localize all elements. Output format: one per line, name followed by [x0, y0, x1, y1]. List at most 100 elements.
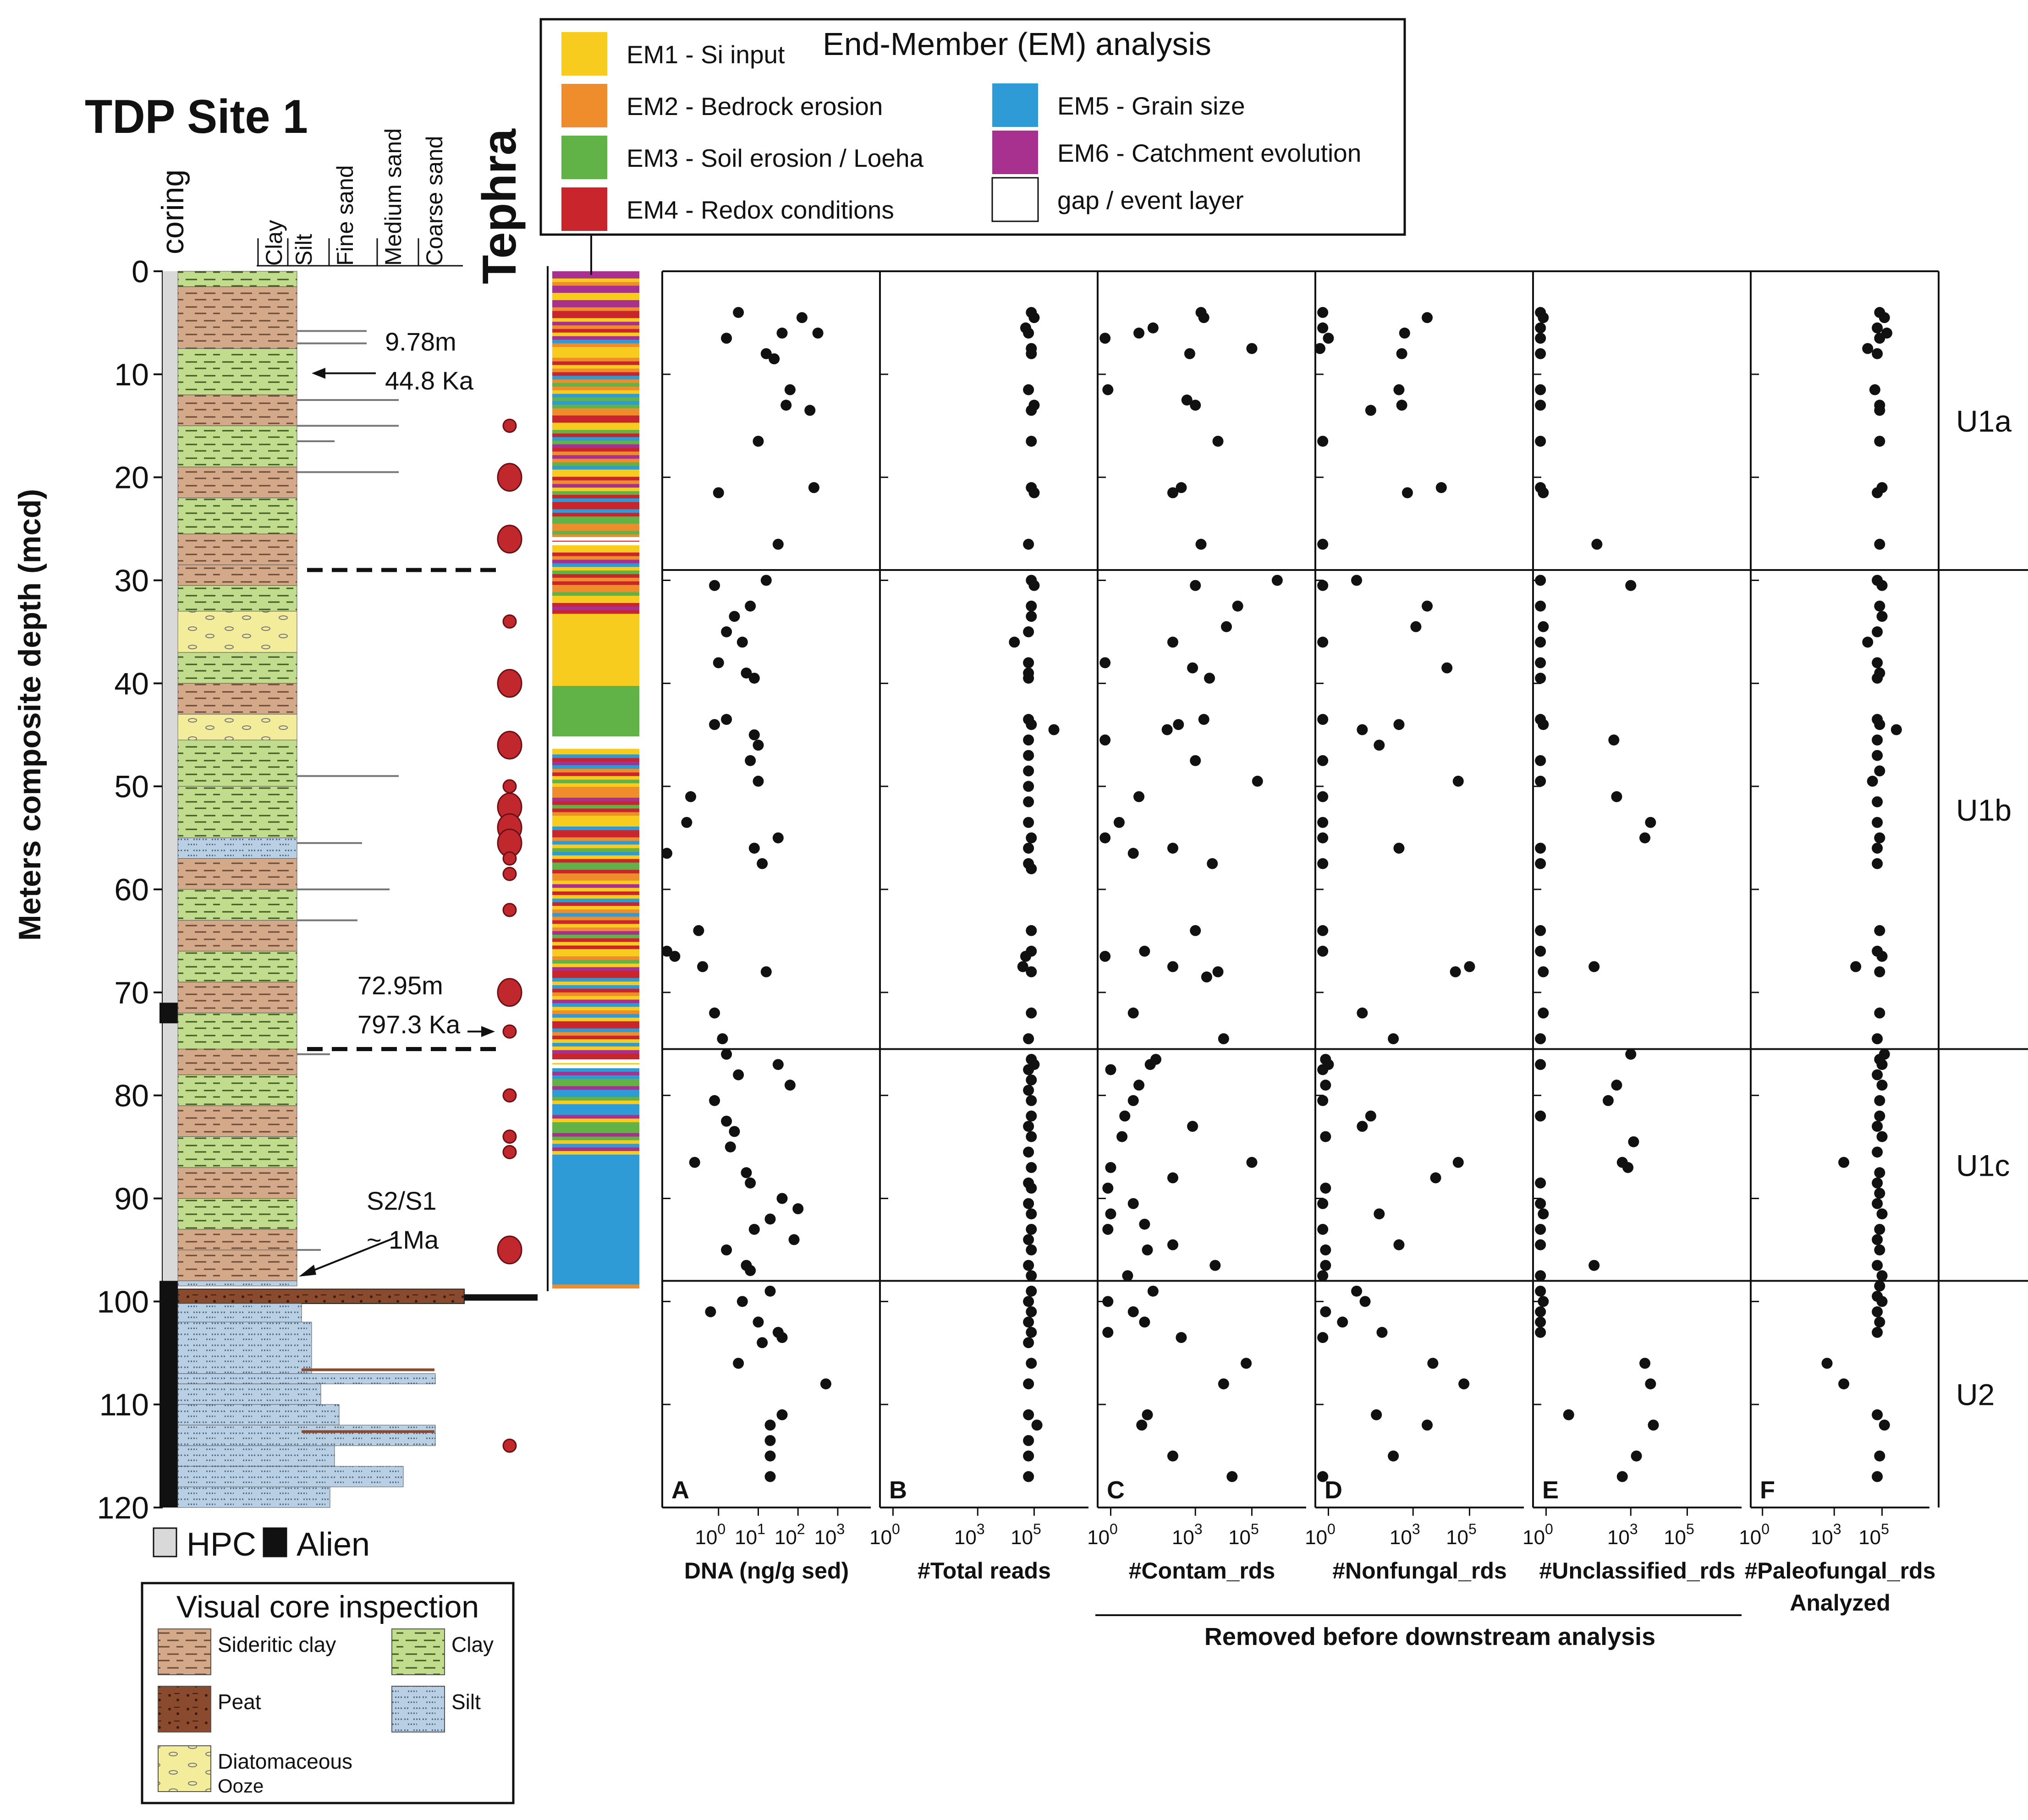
- em-stripe: [552, 559, 639, 564]
- em-stripe: [552, 603, 639, 607]
- em-stripe: [552, 851, 639, 856]
- vci-swatch: [391, 1628, 445, 1675]
- panel-letter: C: [1107, 1476, 1125, 1504]
- data-point: [1393, 384, 1405, 395]
- data-point: [1023, 1146, 1034, 1158]
- em-stripe: [552, 895, 639, 899]
- depth-tick-label: 110: [99, 1387, 149, 1422]
- em-stripe: [552, 473, 639, 477]
- data-point: [1891, 724, 1902, 735]
- em-stripe: [552, 293, 639, 297]
- data-point: [721, 1048, 732, 1060]
- em-stripe: [552, 826, 639, 831]
- data-point: [1271, 575, 1283, 586]
- data-point: [713, 487, 724, 499]
- em-stripe: [552, 430, 639, 434]
- tick-exponent: 1: [757, 1521, 765, 1537]
- em-legend-title: End-Member (EM) analysis: [823, 26, 1211, 62]
- em-stripe: [552, 1028, 639, 1033]
- data-point: [1167, 636, 1178, 648]
- data-point: [1317, 858, 1329, 869]
- data-point: [1874, 1007, 1885, 1019]
- data-point: [1337, 1316, 1348, 1328]
- data-point: [764, 1285, 776, 1297]
- em-stripe: [552, 1252, 639, 1256]
- em-label: EM4 - Redox conditions: [627, 196, 894, 224]
- lithology-layer-clay: [177, 1198, 297, 1230]
- data-point: [1622, 1162, 1634, 1173]
- em-stripe: [552, 383, 639, 387]
- lithology-layer-clay: [177, 1013, 297, 1049]
- data-point: [753, 740, 764, 751]
- em-stripe: [552, 1183, 639, 1188]
- panel-x-label: #Total reads: [918, 1558, 1051, 1584]
- em-stripe: [552, 1014, 639, 1018]
- em-stripe: [552, 448, 639, 452]
- data-point: [1535, 1285, 1546, 1297]
- em-stripe: [552, 628, 639, 632]
- data-point: [1872, 1306, 1883, 1317]
- em-stripe: [552, 1147, 639, 1152]
- data-point: [1133, 791, 1145, 802]
- data-point: [1023, 1121, 1034, 1132]
- data-point: [1535, 925, 1546, 936]
- em-stripe: [552, 520, 639, 524]
- data-point: [1023, 1234, 1034, 1245]
- data-point: [788, 1234, 800, 1245]
- data-point: [1850, 961, 1862, 972]
- data-point: [1867, 775, 1878, 787]
- data-point: [1207, 858, 1218, 869]
- data-point: [1876, 1080, 1888, 1091]
- em-stripe: [552, 635, 639, 640]
- visual-core-inspection-legend: Visual core inspection Sideritic clay Clay…: [141, 1582, 515, 1804]
- tephra-layer: [502, 1024, 517, 1039]
- tephra-layer: [502, 614, 517, 629]
- data-point: [748, 673, 760, 684]
- panel-x-label: #Contam_rds: [1129, 1558, 1275, 1584]
- tick-exponent: 3: [1194, 1521, 1203, 1537]
- data-point: [1535, 1239, 1546, 1250]
- data-point: [808, 482, 819, 493]
- data-point: [1023, 657, 1034, 669]
- data-point: [736, 636, 748, 648]
- data-point: [1376, 1327, 1388, 1338]
- data-point: [1161, 724, 1173, 735]
- data-point: [1876, 580, 1888, 591]
- annotation-age: ~ 1Ma: [367, 1225, 439, 1254]
- em-stripe: [552, 289, 639, 294]
- data-point: [753, 775, 764, 787]
- em-stripe: [552, 822, 639, 827]
- data-point: [1862, 636, 1874, 648]
- em-stripe: [552, 552, 639, 557]
- data-point: [1026, 832, 1037, 844]
- vci-label: Peat: [218, 1690, 261, 1714]
- lithology-layer-peat: [177, 1288, 465, 1304]
- em-stripe: [552, 278, 639, 283]
- data-point: [1139, 1316, 1150, 1328]
- em-stripe: [552, 711, 639, 715]
- em-stripe: [552, 606, 639, 611]
- em-stripe: [552, 357, 639, 362]
- lithology-layer-ooze: [177, 714, 297, 740]
- tick-exponent: 3: [1833, 1521, 1841, 1537]
- data-point: [1023, 538, 1034, 550]
- em-stripe: [552, 1111, 639, 1116]
- data-point: [1317, 755, 1329, 766]
- em-stripe: [552, 866, 639, 871]
- data-point: [1317, 636, 1329, 648]
- data-point: [1026, 1095, 1037, 1106]
- em-stripe: [552, 361, 639, 366]
- data-point: [1102, 1327, 1114, 1338]
- em-stripe: [552, 707, 639, 712]
- em-stripe: [552, 999, 639, 1004]
- panel-letter: E: [1542, 1476, 1559, 1504]
- panel-x-tick-label: 100: [1739, 1521, 1770, 1549]
- em-stripe: [552, 920, 639, 925]
- data-point: [1023, 765, 1034, 777]
- data-point: [1181, 395, 1193, 406]
- lithology-layer-sid: [177, 1048, 297, 1075]
- data-point: [1317, 1223, 1329, 1235]
